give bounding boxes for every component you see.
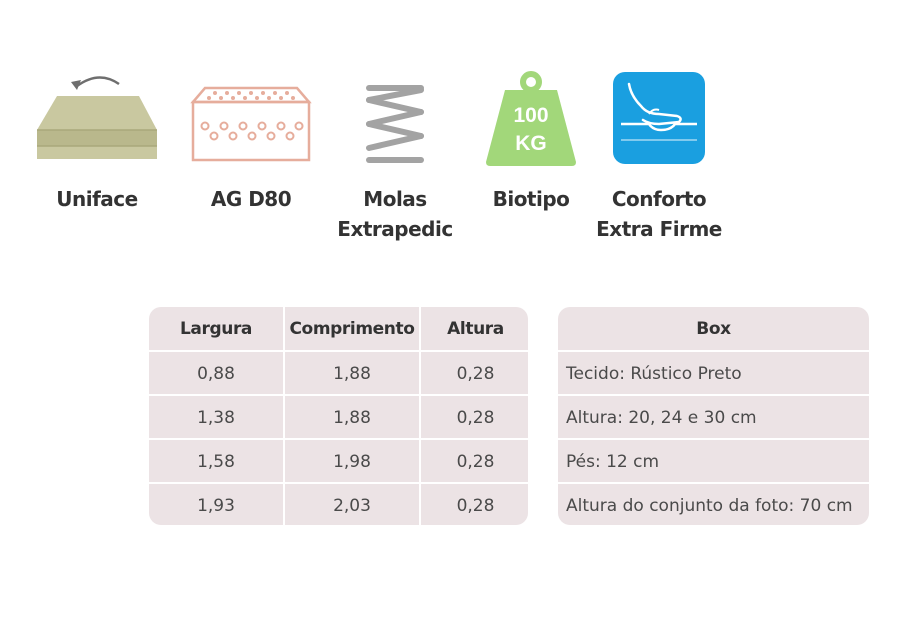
- cell-comprimento: 1,98: [283, 440, 419, 484]
- table-row: Altura do conjunto da foto: 70 cm: [558, 482, 869, 525]
- foam-layer-icon: [190, 86, 312, 162]
- cell-comprimento: 1,88: [283, 352, 419, 396]
- cell-altura: 0,28: [419, 352, 528, 396]
- header-box: Box: [696, 319, 731, 339]
- box-table: Box Tecido: Rústico Preto Altura: 20, 24…: [558, 307, 869, 525]
- feature-label: AG D80: [210, 187, 292, 211]
- table-row: Tecido: Rústico Preto: [558, 350, 869, 396]
- table-row: 1,38 1,88 0,28: [149, 394, 528, 440]
- feature-label: Biotipo: [492, 187, 570, 211]
- feature-label: Molas Extrapedic: [337, 187, 453, 241]
- box-info: Pés: 12 cm: [566, 452, 660, 472]
- table-row: Pés: 12 cm: [558, 438, 869, 484]
- cell-comprimento: 2,03: [283, 484, 419, 525]
- cell-altura: 0,28: [419, 484, 528, 525]
- box-info: Altura: 20, 24 e 30 cm: [566, 408, 757, 428]
- cell-altura: 0,28: [419, 440, 528, 484]
- header-altura: Altura: [419, 307, 528, 351]
- weight-value: 100: [513, 104, 548, 127]
- cell-largura: 1,93: [197, 496, 235, 516]
- table-row: 0,88 1,88 0,28: [149, 350, 528, 396]
- cell-altura: 0,28: [419, 396, 528, 440]
- feature-label: Conforto Extra Firme: [596, 187, 722, 241]
- header-largura: Largura: [179, 319, 252, 339]
- dimensions-table: Largura Comprimento Altura 0,88 1,88 0,2…: [149, 307, 528, 525]
- cell-largura: 1,58: [197, 452, 235, 472]
- box-info: Tecido: Rústico Preto: [566, 364, 742, 384]
- table-header-row: Box: [558, 307, 869, 351]
- weight-icon: 100 KG: [486, 71, 576, 166]
- box-info: Altura do conjunto da foto: 70 cm: [566, 496, 853, 516]
- table-row: Altura: 20, 24 e 30 cm: [558, 394, 869, 440]
- weight-unit: KG: [515, 132, 547, 155]
- mattress-flip-icon: [37, 76, 157, 159]
- cell-largura: 0,88: [197, 364, 235, 384]
- feature-label: Uniface: [56, 187, 138, 211]
- table-header-row: Largura Comprimento Altura: [149, 307, 528, 351]
- cell-comprimento: 1,88: [283, 396, 419, 440]
- spring-icon: [366, 85, 424, 163]
- table-row: 1,58 1,98 0,28: [149, 438, 528, 484]
- table-row: 1,93 2,03 0,28: [149, 482, 528, 525]
- header-comprimento: Comprimento: [283, 307, 419, 351]
- hand-press-icon: [613, 72, 705, 164]
- cell-largura: 1,38: [197, 408, 235, 428]
